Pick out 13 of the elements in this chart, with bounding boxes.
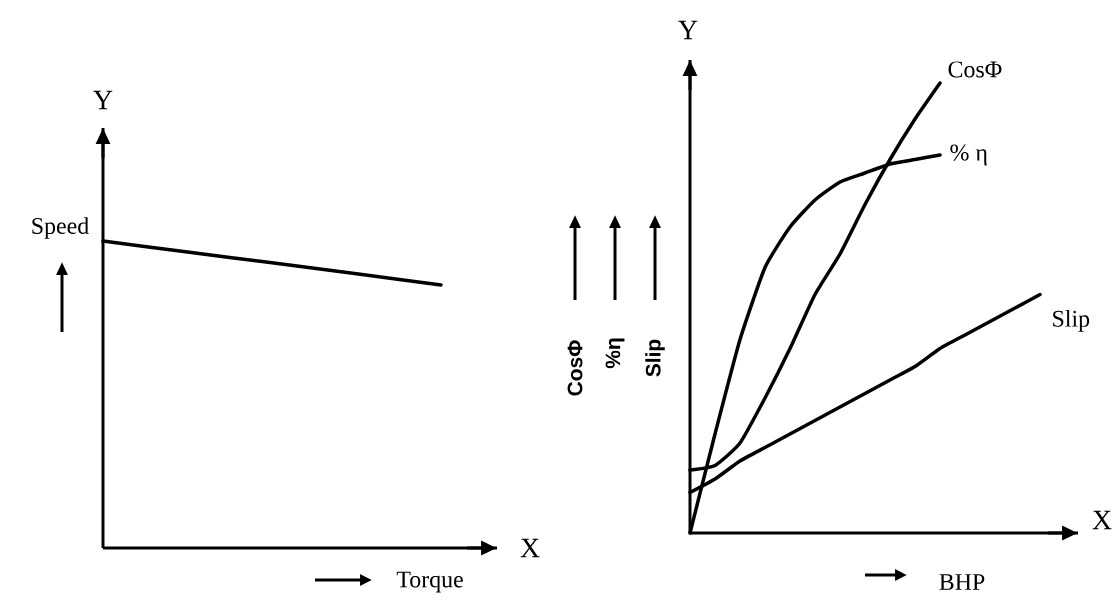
text: Y	[678, 20, 698, 40]
text: X	[1092, 510, 1112, 530]
x-axis-title: BHP	[939, 574, 985, 590]
text: Y	[93, 90, 113, 110]
series-label: Slip	[1053, 310, 1090, 332]
y-axis-title: Speed	[32, 217, 89, 239]
text: Slip	[645, 339, 665, 377]
series-label: CosΦ	[948, 61, 1002, 78]
text: CosΦ	[567, 340, 583, 396]
x-axis-title: Torque	[396, 571, 463, 593]
text: %η	[605, 338, 625, 369]
text: X	[520, 538, 540, 558]
series-label: % η	[950, 144, 987, 166]
